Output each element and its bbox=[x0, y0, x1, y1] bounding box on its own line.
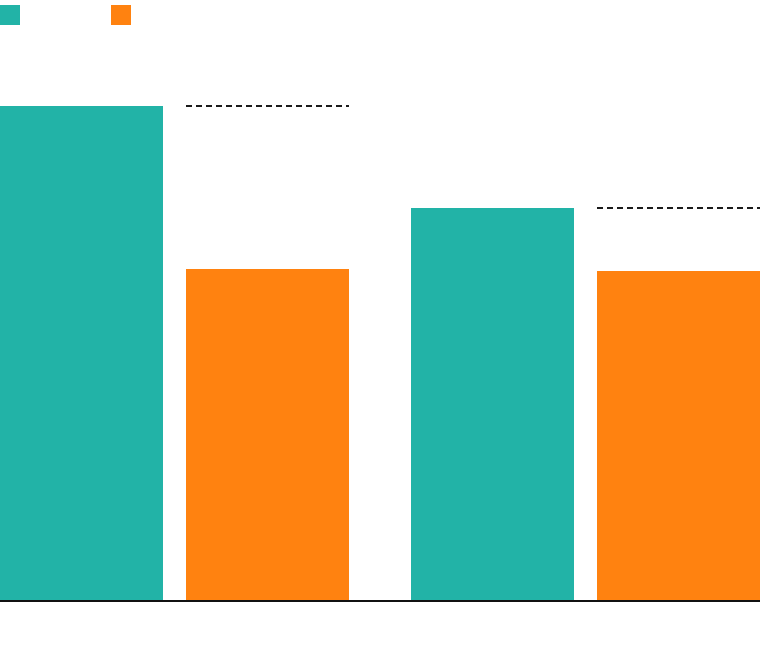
bar bbox=[597, 271, 760, 601]
bar bbox=[186, 269, 349, 601]
legend-swatch bbox=[0, 5, 20, 25]
bar bbox=[0, 106, 163, 601]
bar bbox=[411, 208, 574, 601]
legend-swatch bbox=[111, 5, 131, 25]
